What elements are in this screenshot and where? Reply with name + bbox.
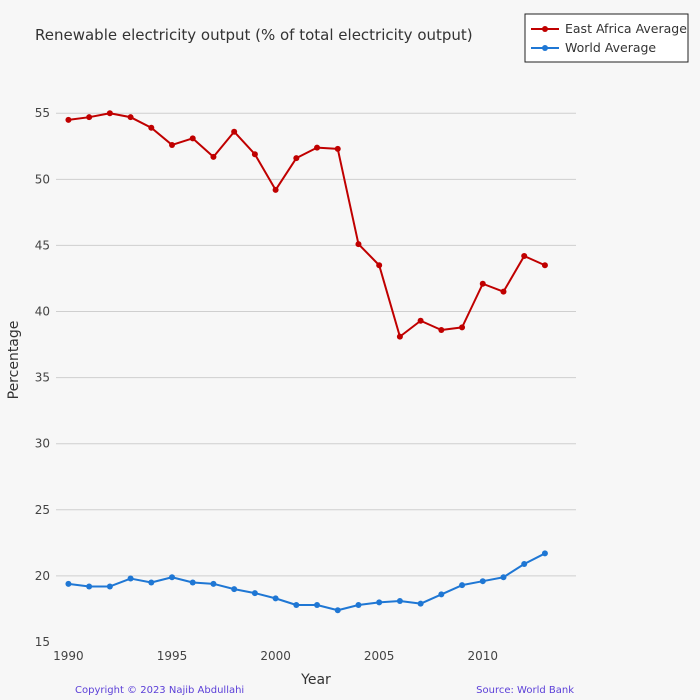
data-point [355, 601, 362, 608]
data-point [396, 598, 403, 605]
data-point [148, 124, 155, 131]
data-point [86, 583, 93, 590]
data-point [396, 333, 403, 340]
data-point [293, 155, 300, 162]
series-world-average [65, 550, 548, 614]
data-point [210, 153, 217, 160]
grid [56, 112, 576, 577]
legend-swatch-marker [542, 45, 548, 51]
data-point [127, 114, 134, 121]
y-tick-label: 50 [35, 172, 50, 186]
data-point [65, 116, 72, 123]
y-tick-label: 40 [35, 305, 50, 319]
data-point [251, 590, 258, 597]
x-tick-label: 1990 [53, 649, 84, 663]
data-point [521, 252, 528, 259]
legend-label: East Africa Average [565, 21, 687, 36]
data-point [417, 317, 424, 324]
x-tick-label: 2005 [364, 649, 395, 663]
data-point [231, 586, 238, 593]
data-point [251, 151, 258, 158]
data-point [169, 574, 176, 581]
data-point [314, 601, 321, 608]
data-point [459, 324, 466, 331]
x-tick-label: 2000 [260, 649, 291, 663]
series-layer [65, 110, 548, 614]
y-tick-label: 25 [35, 503, 50, 517]
legend-item-world-average: World Average [531, 40, 656, 55]
data-point [500, 574, 507, 581]
data-point [272, 595, 279, 602]
legend-label: World Average [565, 40, 656, 55]
data-point [541, 550, 548, 557]
legend-box [524, 13, 689, 63]
data-point [438, 327, 445, 334]
data-point [86, 114, 93, 121]
data-point [459, 582, 466, 589]
y-tick-label: 20 [35, 569, 50, 583]
x-tick-label: 1995 [157, 649, 188, 663]
data-point [479, 280, 486, 287]
data-point [541, 262, 548, 269]
copyright-text: Copyright © 2023 Najib Abdullahi [75, 685, 244, 696]
chart-title: Renewable electricity output (% of total… [35, 26, 473, 44]
data-point [189, 135, 196, 142]
series-line-world-average [68, 552, 546, 612]
legend-swatch-marker [542, 26, 548, 32]
x-tick-label: 2010 [467, 649, 498, 663]
data-point [521, 561, 528, 568]
data-point [189, 579, 196, 586]
data-point [334, 145, 341, 152]
legend: East Africa Average World Average [524, 13, 689, 63]
data-point [500, 288, 507, 295]
legend-item-east-africa-average: East Africa Average [531, 21, 687, 36]
data-point [334, 607, 341, 614]
data-point [169, 141, 176, 148]
data-point [272, 186, 279, 193]
y-axis-label: Percentage [6, 321, 22, 400]
data-point [376, 262, 383, 269]
data-point [314, 144, 321, 151]
data-point [148, 579, 155, 586]
data-point [355, 241, 362, 248]
data-point [210, 580, 217, 587]
data-point [376, 599, 383, 606]
data-point [417, 600, 424, 607]
data-point [293, 601, 300, 608]
y-tick-label: 35 [35, 371, 50, 385]
series-line-east-africa-average [68, 112, 546, 338]
data-point [438, 591, 445, 598]
data-point [479, 578, 486, 585]
y-tick-label: 55 [35, 106, 50, 120]
data-point [106, 583, 113, 590]
data-point [65, 580, 72, 587]
y-tick-label: 15 [35, 635, 50, 649]
data-point [127, 575, 134, 582]
data-point [106, 110, 113, 117]
source-text: Source: World Bank [476, 685, 574, 696]
series-east-africa-average [65, 110, 548, 340]
data-point [231, 128, 238, 135]
tick-labels: 15 20 25 30 35 40 45 50 55 1990 1995 2000 2005 2010 [35, 106, 498, 663]
y-tick-label: 45 [35, 238, 50, 252]
x-axis-label: Year [300, 672, 331, 688]
y-tick-label: 30 [35, 437, 50, 451]
